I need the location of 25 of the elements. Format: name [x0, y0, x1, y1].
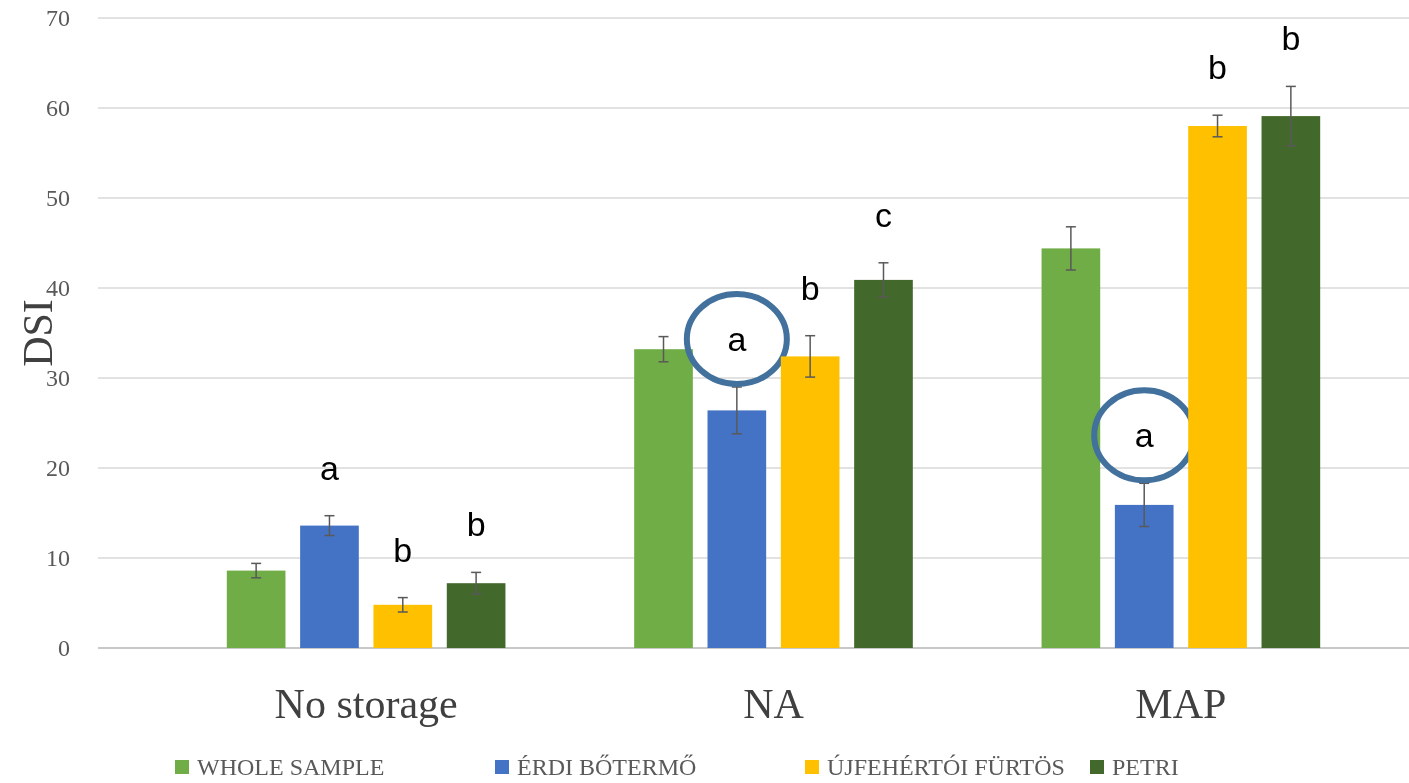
- data-label: a: [1134, 416, 1154, 455]
- legend-label: ÚJFEHÉRTÓI FÜRTÖS: [827, 754, 1065, 780]
- data-label: c: [874, 195, 892, 234]
- y-tick-label: 50: [46, 185, 70, 212]
- data-label: b: [800, 268, 820, 307]
- x-tick-label: MAP: [1135, 681, 1227, 727]
- y-tick-label: 30: [46, 365, 70, 392]
- legend-label: ÉRDI BŐTERMŐ: [517, 754, 697, 780]
- legend-label: WHOLE SAMPLE: [197, 754, 385, 780]
- y-tick-label: 20: [46, 455, 70, 482]
- data-label: b: [1281, 19, 1301, 58]
- y-tick-label: 70: [46, 5, 70, 32]
- y-tick-label: 60: [46, 95, 70, 122]
- data-label: b: [466, 505, 486, 544]
- data-label: a: [320, 448, 339, 487]
- data-label: a: [727, 320, 747, 358]
- x-tick-label: NA: [743, 681, 805, 727]
- y-axis-title: DSI: [15, 299, 61, 367]
- y-tick-label: 40: [46, 275, 70, 302]
- y-tick-label: 0: [58, 635, 70, 662]
- y-tick-label: 10: [46, 545, 70, 572]
- data-label: b: [1208, 48, 1227, 87]
- x-tick-label: No storage: [274, 681, 458, 727]
- data-label: b: [393, 530, 413, 569]
- legend-label: PETRI: [1112, 754, 1179, 780]
